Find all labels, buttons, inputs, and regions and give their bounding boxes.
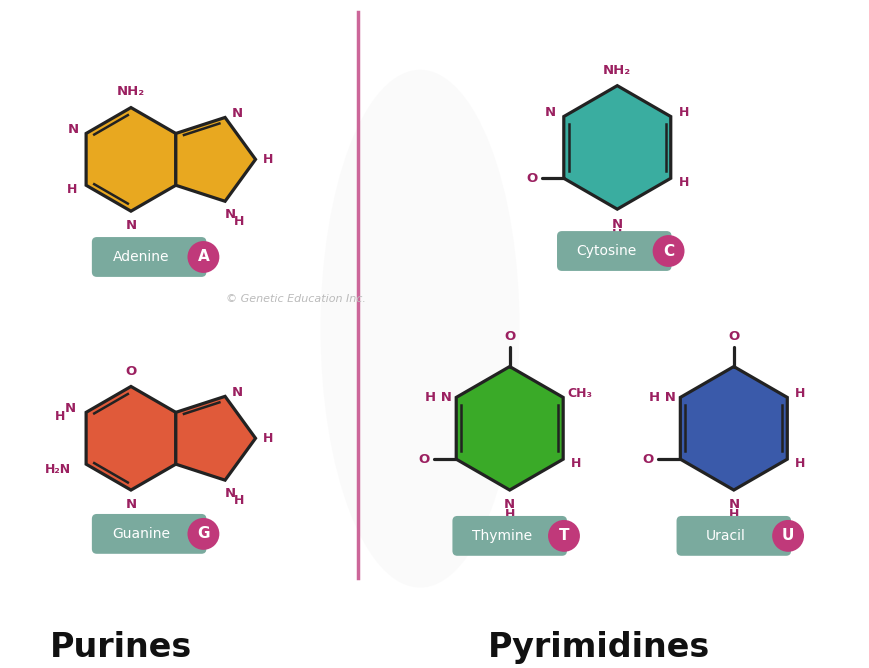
Circle shape xyxy=(187,518,219,550)
FancyBboxPatch shape xyxy=(556,231,671,271)
FancyBboxPatch shape xyxy=(92,237,206,277)
Text: H₂N: H₂N xyxy=(45,463,71,476)
FancyBboxPatch shape xyxy=(452,516,567,556)
Text: N: N xyxy=(68,123,78,136)
Circle shape xyxy=(772,520,803,552)
Text: Uracil: Uracil xyxy=(705,529,745,543)
Text: N: N xyxy=(64,402,76,415)
Polygon shape xyxy=(176,118,255,201)
Text: H: H xyxy=(678,106,688,119)
Text: Pyrimidines: Pyrimidines xyxy=(488,631,710,664)
Text: H: H xyxy=(263,153,274,166)
Text: C: C xyxy=(662,244,673,259)
FancyBboxPatch shape xyxy=(92,514,206,554)
Text: N: N xyxy=(125,498,136,510)
Text: N: N xyxy=(727,498,739,512)
Text: O: O xyxy=(727,330,739,343)
Text: NH₂: NH₂ xyxy=(602,64,631,77)
Text: CH₃: CH₃ xyxy=(567,387,592,400)
Polygon shape xyxy=(455,367,562,490)
Text: Cytosine: Cytosine xyxy=(575,244,636,258)
Text: H N: H N xyxy=(648,391,675,404)
Text: N: N xyxy=(224,486,235,500)
Circle shape xyxy=(652,235,684,267)
Text: N: N xyxy=(125,218,136,232)
Text: H: H xyxy=(67,183,77,196)
Text: H: H xyxy=(612,228,621,240)
Polygon shape xyxy=(86,387,176,490)
Text: N: N xyxy=(224,208,235,220)
Polygon shape xyxy=(563,86,670,209)
Text: Guanine: Guanine xyxy=(112,527,170,541)
Text: N: N xyxy=(231,386,242,399)
FancyBboxPatch shape xyxy=(676,516,790,556)
Text: N: N xyxy=(503,498,514,512)
Text: O: O xyxy=(503,330,514,343)
Text: O: O xyxy=(526,172,537,185)
Polygon shape xyxy=(86,108,176,211)
Text: H: H xyxy=(504,508,514,522)
Text: H: H xyxy=(263,432,274,445)
Text: A: A xyxy=(197,249,209,265)
Text: H: H xyxy=(570,457,580,470)
Text: N: N xyxy=(231,107,242,120)
Text: NH₂: NH₂ xyxy=(116,85,145,98)
Text: O: O xyxy=(125,365,136,378)
Ellipse shape xyxy=(320,69,519,588)
Text: H N: H N xyxy=(424,391,451,404)
Text: O: O xyxy=(418,453,429,466)
Text: Thymine: Thymine xyxy=(471,529,531,543)
Polygon shape xyxy=(176,396,255,480)
Text: U: U xyxy=(781,528,793,543)
Polygon shape xyxy=(680,367,786,490)
Text: Adenine: Adenine xyxy=(113,250,169,264)
Circle shape xyxy=(547,520,580,552)
Text: H: H xyxy=(234,494,244,506)
Text: T: T xyxy=(558,528,568,543)
Text: © Genetic Education Inc.: © Genetic Education Inc. xyxy=(225,294,365,304)
Text: Purines: Purines xyxy=(50,631,192,664)
Text: H: H xyxy=(55,410,65,423)
Text: N: N xyxy=(611,218,622,230)
Text: H: H xyxy=(728,508,738,522)
Text: H: H xyxy=(234,214,244,228)
Text: H: H xyxy=(794,457,805,470)
Text: H: H xyxy=(794,387,805,400)
Text: O: O xyxy=(642,453,653,466)
Text: H: H xyxy=(678,176,688,189)
Text: G: G xyxy=(197,526,209,541)
Circle shape xyxy=(187,241,219,273)
Text: N: N xyxy=(544,106,554,119)
